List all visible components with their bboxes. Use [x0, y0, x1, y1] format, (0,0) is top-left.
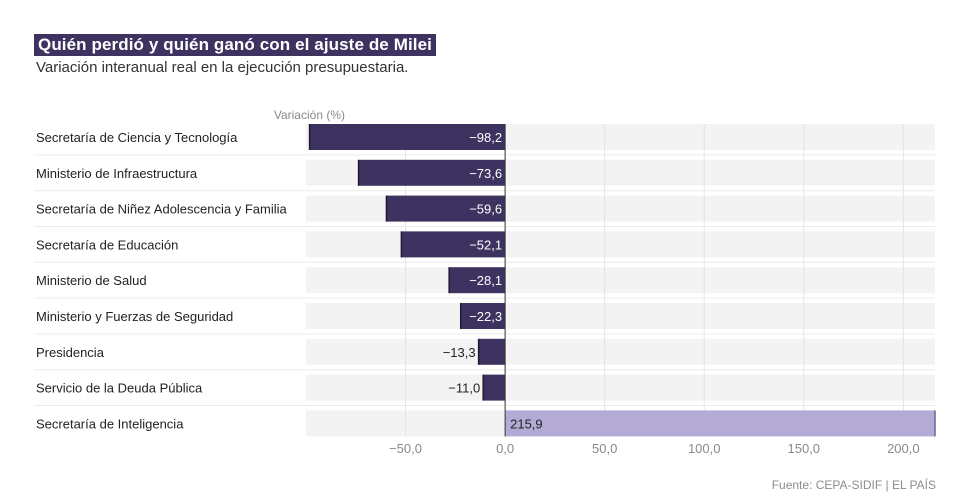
x-tick-label: 150,0	[788, 441, 821, 456]
bar	[460, 303, 506, 329]
value-label: −73,6	[469, 166, 502, 181]
x-tick-label: −50,0	[389, 441, 422, 456]
value-label: −28,1	[469, 273, 502, 288]
value-label: −22,3	[469, 309, 502, 324]
category-label: Secretaría de Ciencia y Tecnología	[36, 130, 238, 145]
bar-track	[306, 338, 935, 365]
category-label: Ministerio de Infraestructura	[36, 166, 198, 181]
bar-track	[306, 303, 935, 329]
category-label: Presidencia	[36, 345, 105, 360]
category-label: Ministerio de Salud	[36, 273, 147, 288]
category-label: Servicio de la Deuda Pública	[36, 381, 203, 396]
value-label: −98,2	[469, 130, 502, 145]
bar	[358, 159, 506, 186]
category-label: Secretaría de Educación	[36, 237, 178, 252]
chart-title: Quién perdió y quién ganó con el ajuste …	[34, 34, 436, 56]
bar	[483, 374, 506, 401]
source-credit: Fuente: CEPA-SIDIF | EL PAÍS	[771, 478, 936, 492]
bar	[478, 338, 506, 365]
category-label: Ministerio y Fuerzas de Seguridad	[36, 309, 233, 324]
bar-track	[306, 374, 935, 401]
bar	[401, 231, 506, 258]
bar-track	[306, 231, 935, 258]
category-label: Secretaría de Inteligencia	[36, 416, 184, 431]
value-label: −59,6	[469, 202, 502, 217]
axis-header: Variación (%)	[274, 108, 345, 122]
x-tick-label: 100,0	[688, 441, 721, 456]
bar	[505, 410, 935, 437]
bar-track	[306, 267, 935, 294]
value-label: −13,3	[443, 345, 476, 360]
x-tick-label: 0,0	[496, 441, 514, 456]
bar	[386, 195, 506, 222]
category-label: Secretaría de Niñez Adolescencia y Famil…	[36, 202, 288, 217]
value-label: −52,1	[469, 237, 502, 252]
value-label: 215,9	[510, 416, 543, 431]
chart-subtitle: Variación interanual real en la ejecució…	[36, 59, 409, 76]
value-label: −11,0	[448, 381, 480, 396]
bar	[449, 267, 506, 294]
bar	[309, 124, 506, 150]
x-tick-label: 50,0	[592, 441, 617, 456]
x-tick-label: 200,0	[887, 441, 920, 456]
